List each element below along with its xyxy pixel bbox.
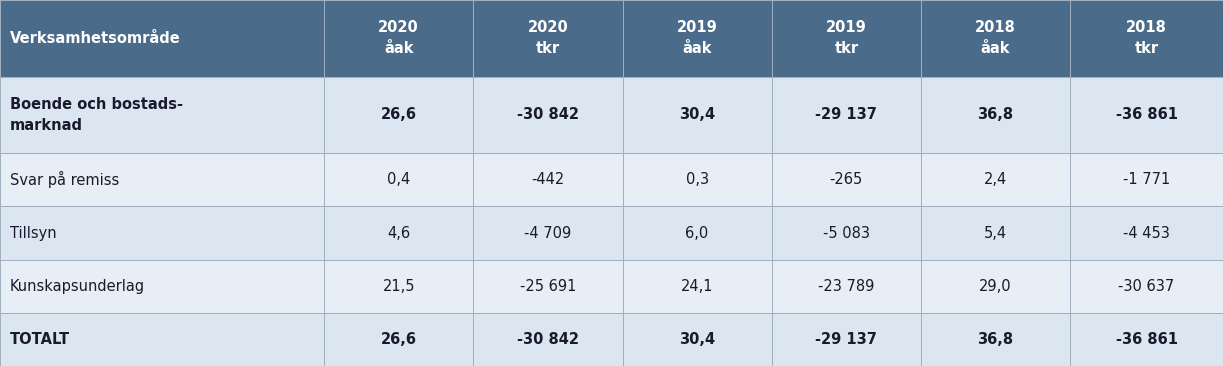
- Text: -5 083: -5 083: [823, 225, 870, 240]
- Text: 2018
tkr: 2018 tkr: [1126, 20, 1167, 56]
- Bar: [0, 206, 324, 259]
- Bar: [921, 259, 1070, 313]
- Bar: [623, 76, 772, 153]
- Bar: [473, 206, 623, 259]
- Bar: [623, 153, 772, 206]
- Bar: [473, 0, 623, 76]
- Text: 2018
åak: 2018 åak: [975, 20, 1016, 56]
- Text: -36 861: -36 861: [1115, 332, 1178, 347]
- Bar: [772, 206, 921, 259]
- Text: 24,1: 24,1: [681, 279, 713, 294]
- Bar: [1070, 259, 1223, 313]
- Bar: [473, 313, 623, 366]
- Text: -442: -442: [531, 172, 565, 187]
- Text: 0,4: 0,4: [386, 172, 411, 187]
- Bar: [772, 0, 921, 76]
- Text: -36 861: -36 861: [1115, 107, 1178, 122]
- Text: 30,4: 30,4: [679, 332, 715, 347]
- Text: 36,8: 36,8: [977, 332, 1014, 347]
- Text: Boende och bostads-
marknad: Boende och bostads- marknad: [10, 97, 183, 133]
- Text: -25 691: -25 691: [520, 279, 576, 294]
- Bar: [1070, 313, 1223, 366]
- Text: -30 637: -30 637: [1119, 279, 1174, 294]
- Bar: [1070, 76, 1223, 153]
- Text: 4,6: 4,6: [388, 225, 410, 240]
- Text: 21,5: 21,5: [383, 279, 415, 294]
- Bar: [1070, 206, 1223, 259]
- Bar: [473, 153, 623, 206]
- Bar: [1070, 153, 1223, 206]
- Text: -30 842: -30 842: [517, 107, 578, 122]
- Text: 5,4: 5,4: [985, 225, 1007, 240]
- Bar: [623, 0, 772, 76]
- Text: 2019
tkr: 2019 tkr: [826, 20, 867, 56]
- Text: -30 842: -30 842: [517, 332, 578, 347]
- Bar: [772, 313, 921, 366]
- Bar: [324, 153, 473, 206]
- Bar: [324, 206, 473, 259]
- Text: 30,4: 30,4: [679, 107, 715, 122]
- Bar: [0, 313, 324, 366]
- Bar: [324, 0, 473, 76]
- Bar: [0, 0, 324, 76]
- Text: 26,6: 26,6: [380, 332, 417, 347]
- Text: Svar på remiss: Svar på remiss: [10, 171, 120, 188]
- Text: 2019
åak: 2019 åak: [676, 20, 718, 56]
- Bar: [921, 313, 1070, 366]
- Bar: [921, 206, 1070, 259]
- Text: Tillsyn: Tillsyn: [10, 225, 56, 240]
- Text: 0,3: 0,3: [686, 172, 708, 187]
- Bar: [623, 259, 772, 313]
- Bar: [324, 76, 473, 153]
- Text: -265: -265: [829, 172, 863, 187]
- Bar: [921, 153, 1070, 206]
- Bar: [772, 76, 921, 153]
- Text: 29,0: 29,0: [980, 279, 1011, 294]
- Text: -23 789: -23 789: [818, 279, 874, 294]
- Bar: [473, 259, 623, 313]
- Bar: [623, 206, 772, 259]
- Text: 26,6: 26,6: [380, 107, 417, 122]
- Bar: [1070, 0, 1223, 76]
- Bar: [623, 313, 772, 366]
- Text: -4 709: -4 709: [525, 225, 571, 240]
- Bar: [921, 0, 1070, 76]
- Bar: [473, 76, 623, 153]
- Text: 2,4: 2,4: [983, 172, 1008, 187]
- Text: 2020
tkr: 2020 tkr: [527, 20, 569, 56]
- Text: -1 771: -1 771: [1123, 172, 1170, 187]
- Text: Kunskapsunderlag: Kunskapsunderlag: [10, 279, 146, 294]
- Bar: [324, 313, 473, 366]
- Bar: [324, 259, 473, 313]
- Text: TOTALT: TOTALT: [10, 332, 70, 347]
- Bar: [921, 76, 1070, 153]
- Text: -29 137: -29 137: [816, 332, 877, 347]
- Text: Verksamhetsområde: Verksamhetsområde: [10, 31, 181, 46]
- Bar: [772, 259, 921, 313]
- Bar: [772, 153, 921, 206]
- Text: 36,8: 36,8: [977, 107, 1014, 122]
- Bar: [0, 259, 324, 313]
- Text: -4 453: -4 453: [1123, 225, 1170, 240]
- Text: 2020
åak: 2020 åak: [378, 20, 419, 56]
- Bar: [0, 76, 324, 153]
- Text: 6,0: 6,0: [685, 225, 709, 240]
- Text: -29 137: -29 137: [816, 107, 877, 122]
- Bar: [0, 153, 324, 206]
